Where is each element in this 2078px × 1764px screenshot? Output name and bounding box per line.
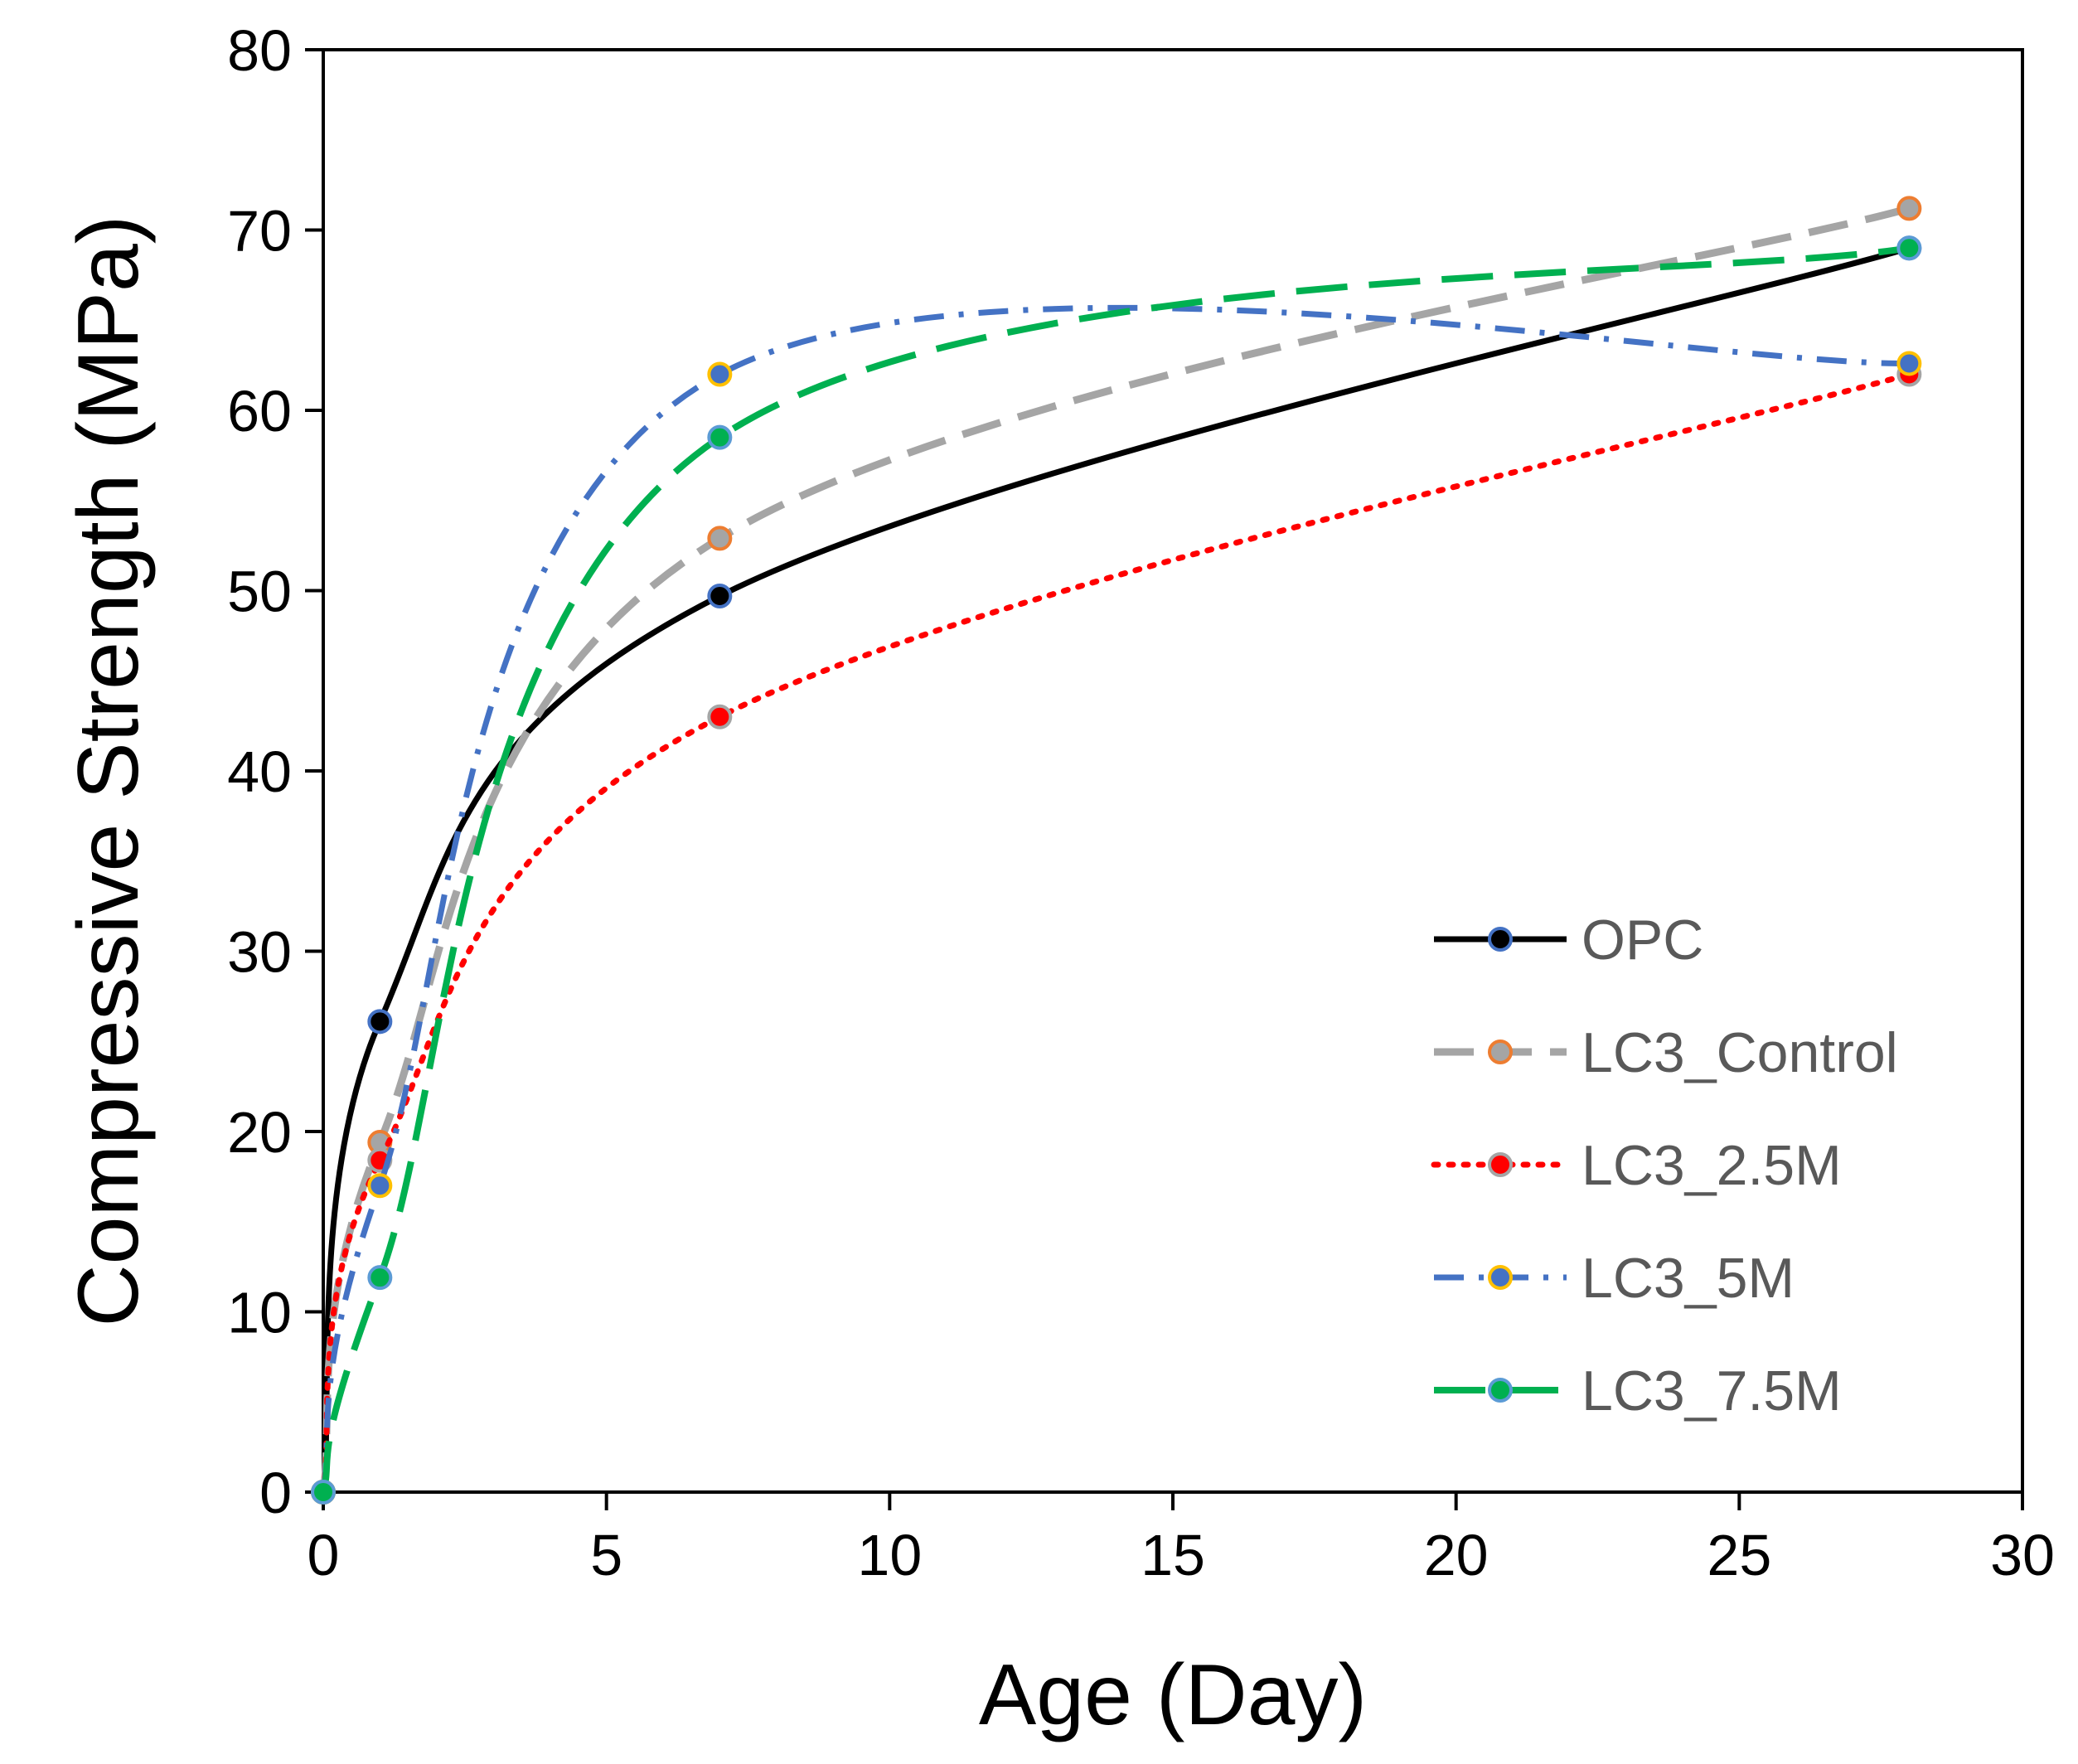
data-point (1896, 235, 1922, 261)
y-tick-label: 30 (227, 920, 292, 985)
legend: OPC LC3_Control LC3_2.5M LC3_5M LC3_7.5M (1431, 909, 1898, 1422)
series-group (311, 196, 1922, 1505)
series-lc3-7-5m (311, 235, 1922, 1505)
x-tick-label: 15 (1141, 1523, 1205, 1587)
y-tick-label: 10 (227, 1281, 292, 1345)
x-tick-label: 10 (857, 1523, 922, 1587)
x-tick-label: 20 (1424, 1523, 1489, 1587)
legend-label: LC3_Control (1582, 1021, 1898, 1084)
series-lc3-5m (311, 304, 1922, 1505)
legend-label: LC3_7.5M (1582, 1359, 1842, 1422)
y-tick-label: 50 (227, 560, 292, 624)
legend-label: LC3_2.5M (1582, 1134, 1842, 1197)
legend-item: OPC (1434, 909, 1703, 972)
x-tick-label: 30 (1990, 1523, 2055, 1587)
legend-item: LC3_5M (1434, 1247, 1795, 1310)
y-tick-label: 60 (227, 379, 292, 443)
x-tick-label: 0 (308, 1523, 340, 1587)
data-point (367, 1009, 393, 1035)
legend-marker (1488, 1152, 1513, 1177)
series-opc (311, 235, 1922, 1505)
legend-item: LC3_7.5M (1434, 1359, 1842, 1422)
axes: 0 5 10 15 20 25 30 0 10 20 30 40 50 60 70 80 (227, 18, 2055, 1587)
data-point (1896, 196, 1922, 221)
data-point (707, 704, 733, 729)
data-point (707, 361, 733, 387)
data-point (707, 424, 733, 450)
series-line (320, 371, 1912, 1495)
series-line (320, 245, 1911, 1493)
data-point (707, 584, 733, 609)
legend-item: LC3_Control (1434, 1021, 1898, 1084)
data-point (707, 526, 733, 551)
y-tick-label: 0 (259, 1461, 292, 1525)
data-point (367, 1265, 393, 1291)
x-tick-label: 25 (1707, 1523, 1771, 1587)
x-tick-label: 5 (590, 1523, 622, 1587)
data-point (367, 1173, 393, 1199)
y-axis-title: Compressive Strength (MPa) (61, 216, 157, 1327)
legend-label: LC3_5M (1582, 1247, 1795, 1310)
y-tick-label: 80 (227, 18, 292, 83)
data-point (1896, 351, 1922, 376)
legend-marker (1488, 1378, 1513, 1403)
legend-item: LC3_2.5M (1431, 1134, 1842, 1197)
y-tick-label: 20 (227, 1100, 292, 1165)
legend-label: OPC (1582, 909, 1703, 972)
y-tick-label: 70 (227, 199, 292, 264)
series-line (320, 304, 1910, 1493)
x-axis-title: Age (Day) (979, 1647, 1367, 1743)
y-tick-label: 40 (227, 739, 292, 804)
series-line (320, 245, 1910, 1494)
data-point (311, 1480, 336, 1505)
legend-marker (1488, 1265, 1513, 1290)
legend-marker (1488, 1040, 1513, 1064)
legend-marker (1488, 927, 1513, 952)
